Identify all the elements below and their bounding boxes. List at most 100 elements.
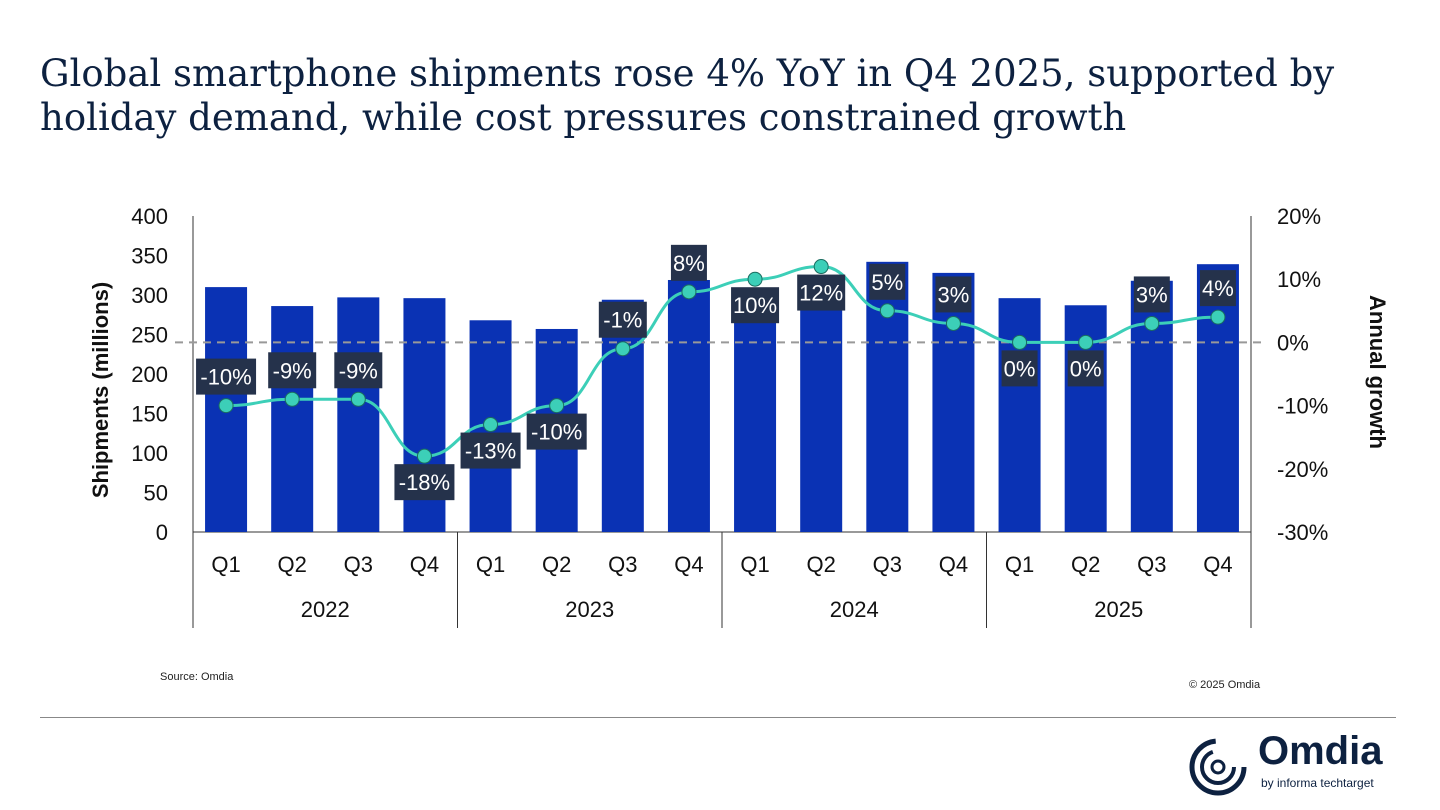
data-label: 8% [673,251,705,276]
y-tick-label: 350 [131,244,168,269]
bar [734,298,777,532]
y2-tick-label: 0% [1277,330,1309,355]
growth-point [1210,309,1226,325]
data-label: -1% [603,308,642,333]
growth-point [1144,315,1160,331]
growth-point [1012,334,1028,350]
growth-point [350,391,366,407]
y-tick-label: 0 [156,520,168,545]
y-tick-label: 100 [131,441,168,466]
bar [601,299,644,532]
data-label: 10% [733,293,777,318]
data-label-bg [196,358,257,395]
y-tick-label: 150 [131,402,168,427]
growth-point [945,315,961,331]
data-label: -10% [531,420,582,445]
omdia-logo: Omdia by informa techtarget [1188,729,1418,796]
x-tick-label: Q1 [1005,552,1034,577]
y2-tick-label: -20% [1277,457,1328,482]
data-label: 3% [1136,282,1168,307]
data-label-bg [797,274,846,311]
omdia-logo-icon [1189,738,1247,796]
x-tick-label: Q3 [1137,552,1166,577]
bar [667,279,710,532]
growth-point [218,398,234,414]
data-label-bg [394,464,455,501]
year-label: 2023 [565,597,614,622]
growth-point [747,271,763,287]
x-tick-label: Q1 [211,552,240,577]
data-label-bg [268,352,317,389]
x-tick-label: Q2 [278,552,307,577]
data-label-bg [1001,350,1038,387]
data-label-bg [460,432,521,469]
growth-point [549,398,565,414]
bar [271,306,314,532]
x-tick-label: Q4 [1203,552,1232,577]
y2-tick-label: 10% [1277,267,1321,292]
x-tick-label: Q2 [542,552,571,577]
x-tick-label: Q3 [344,552,373,577]
data-label: 4% [1202,276,1234,301]
x-tick-label: Q1 [740,552,769,577]
data-label-bg [526,413,587,450]
data-label: -9% [273,358,312,383]
data-label: -18% [399,470,450,495]
data-label-bg [1199,270,1236,307]
x-tick-label: Q4 [410,552,439,577]
x-tick-label: Q1 [476,552,505,577]
bar [1196,264,1239,532]
data-label: -10% [200,365,251,390]
growth-point [416,448,432,464]
data-label-bg [935,276,972,313]
data-label-bg [731,287,780,324]
growth-point [284,391,300,407]
bar [998,298,1041,532]
logo-wordmark: Omdia [1258,729,1383,773]
y-tick-label: 50 [144,481,168,506]
growth-point [681,284,697,300]
x-tick-label: Q2 [1071,552,1100,577]
data-label-bg [598,301,647,338]
data-label-bg [1133,276,1170,313]
growth-point [1078,334,1094,350]
data-label-bg [670,244,707,281]
data-label-bg [1067,350,1104,387]
year-label: 2022 [301,597,350,622]
x-tick-label: Q4 [939,552,968,577]
y2-tick-label: -10% [1277,394,1328,419]
y2-tick-label: -30% [1277,520,1328,545]
year-label: 2025 [1094,597,1143,622]
data-label: -13% [465,439,516,464]
x-tick-label: Q3 [873,552,902,577]
data-label-bg [869,263,906,300]
y-tick-label: 300 [131,283,168,308]
bar [800,304,843,532]
y-tick-label: 400 [131,204,168,229]
x-tick-label: Q3 [608,552,637,577]
y-tick-label: 250 [131,323,168,348]
growth-point [879,303,895,319]
y2-axis-title: Annual growth [1365,295,1390,449]
data-label: 5% [871,270,903,295]
y-tick-label: 200 [131,362,168,387]
growth-line [226,265,1218,458]
growth-point [813,259,829,275]
growth-point [615,341,631,357]
copyright: © 2025 Omdia [1189,679,1261,691]
source-note: Source: Omdia [160,671,234,683]
data-label: -9% [339,358,378,383]
bar [337,297,380,532]
data-label: 0% [1004,356,1036,381]
x-tick-label: Q2 [807,552,836,577]
chart-title: Global smartphone shipments rose 4% YoY … [40,52,1335,139]
y-axis-title: Shipments (millions) [88,282,113,498]
year-label: 2024 [830,597,879,622]
data-label: 12% [799,281,843,306]
logo-tagline: by informa techtarget [1261,776,1374,790]
data-label: 3% [938,282,970,307]
data-label-bg [334,352,383,389]
growth-point [483,417,499,433]
x-tick-label: Q4 [674,552,703,577]
